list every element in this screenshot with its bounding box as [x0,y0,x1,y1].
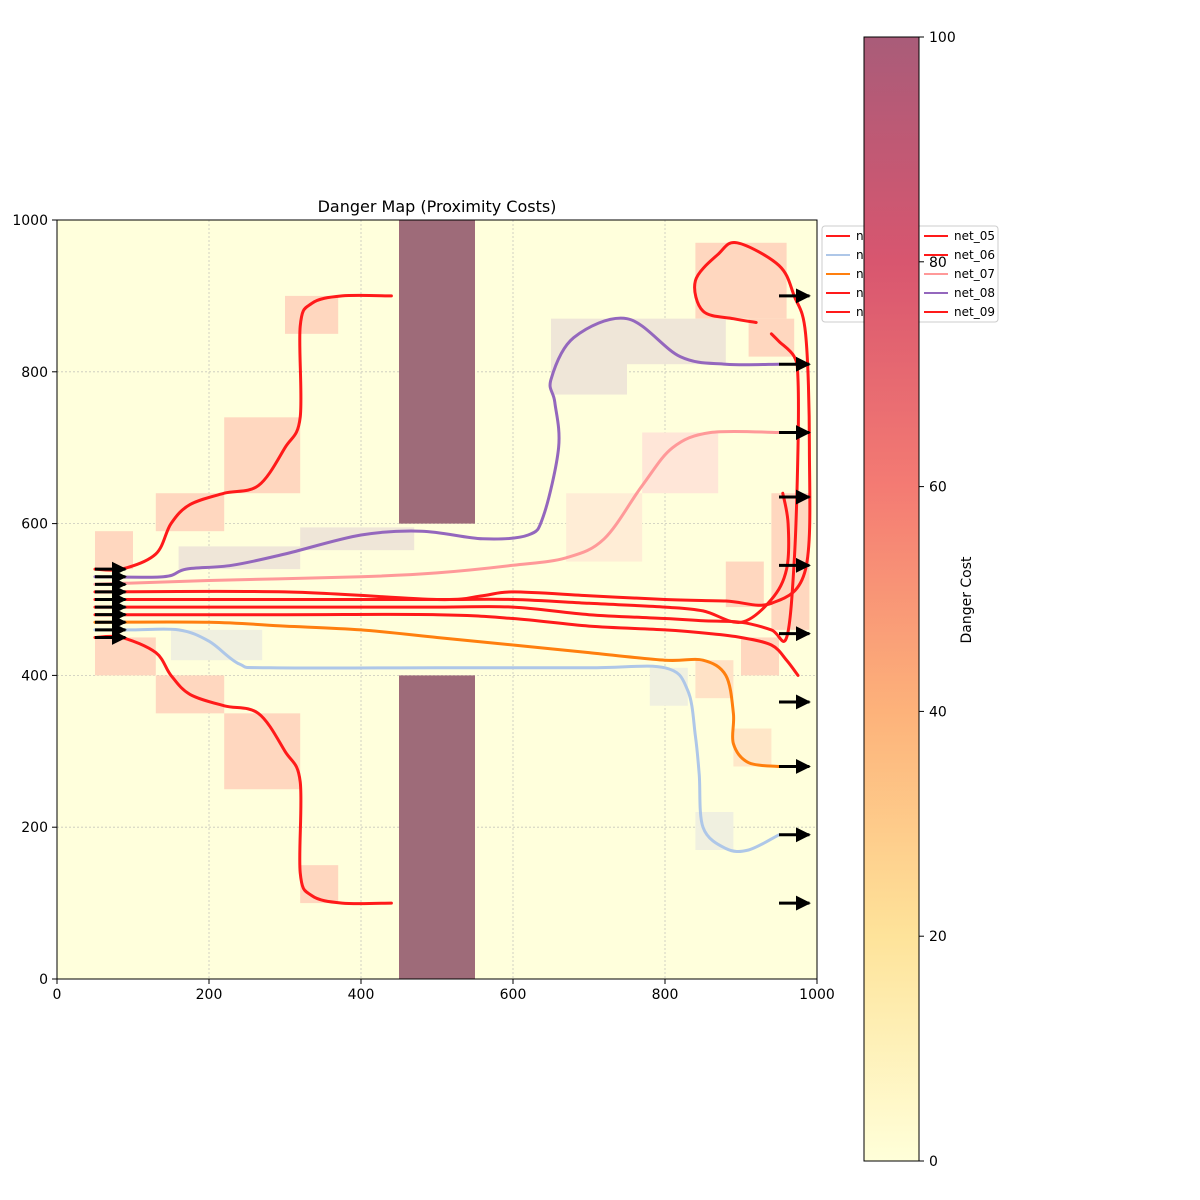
danger-zone [748,318,795,357]
y-tick-label: 1000 [12,213,48,229]
y-tick-label: 0 [39,972,48,988]
colorbar-tick-label: 20 [929,929,947,945]
danger-zone [178,546,301,570]
colorbar-label: Danger Cost [959,556,975,644]
danger-zone [285,295,339,334]
pin-arrows [95,288,811,911]
y-tick-label: 400 [21,668,48,684]
colorbar-tick-label: 80 [929,255,947,271]
danger-zone [95,531,133,570]
legend-label-net_07: net_07 [954,267,995,281]
danger-zone [649,667,688,706]
legend-label-net_06: net_06 [954,248,995,262]
y-axis: 0 200 400 600 800 1000 [12,213,57,988]
x-tick-label: 0 [53,987,62,1003]
colorbar: 0 20 40 60 80 100 Danger Cost [863,30,975,1170]
chart-title: Danger Map (Proximity Costs) [318,197,557,216]
danger-zone [695,242,787,319]
series-line-net_07 [93,429,781,586]
y-tick-label: 200 [21,820,48,836]
danger-zone [155,493,225,532]
plot-area: 0 200 400 600 800 1000 0 200 400 600 800 1000 [12,213,834,1003]
obstacles [399,220,475,979]
danger-zone [733,728,772,767]
y-tick-label: 800 [21,365,48,381]
danger-zone [725,561,764,608]
obstacle [399,675,475,979]
series-line-net_04 [93,612,800,677]
colorbar-gradient [863,36,920,1162]
plot-frame [56,219,818,980]
legend-label-net_09: net_09 [954,305,995,319]
colorbar-tick-label: 100 [929,30,956,46]
legend-label-net_08: net_08 [954,286,995,300]
danger-zone [95,637,156,676]
obstacle [399,220,475,524]
colorbar-tick-label: 60 [929,480,947,496]
series-line-net_08 [93,316,781,579]
colorbar-tick-label: 40 [929,704,947,720]
danger-zone [741,637,779,676]
x-tick-label: 200 [196,987,223,1003]
x-tick-label: 600 [500,987,527,1003]
danger-zone [224,713,301,790]
series-line-net_03 [93,634,393,906]
x-tick-label: 400 [348,987,375,1003]
x-tick-label: 800 [652,987,679,1003]
colorbar-ticks: 0 20 40 60 80 100 [919,30,956,1170]
series-line-net_00 [93,293,393,572]
danger-zone [551,318,627,395]
legend-label-net_05: net_05 [954,229,995,243]
danger-zone [300,865,339,904]
series-line-net_01 [93,627,781,853]
colorbar-tick-label: 0 [929,1154,938,1170]
x-axis: 0 200 400 600 800 1000 [53,979,835,1003]
series-line-net_02 [93,620,781,768]
y-tick-label: 600 [21,517,48,533]
series-line-net_09 [93,491,791,624]
x-tick-label: 1000 [799,987,835,1003]
net-series [93,240,812,906]
